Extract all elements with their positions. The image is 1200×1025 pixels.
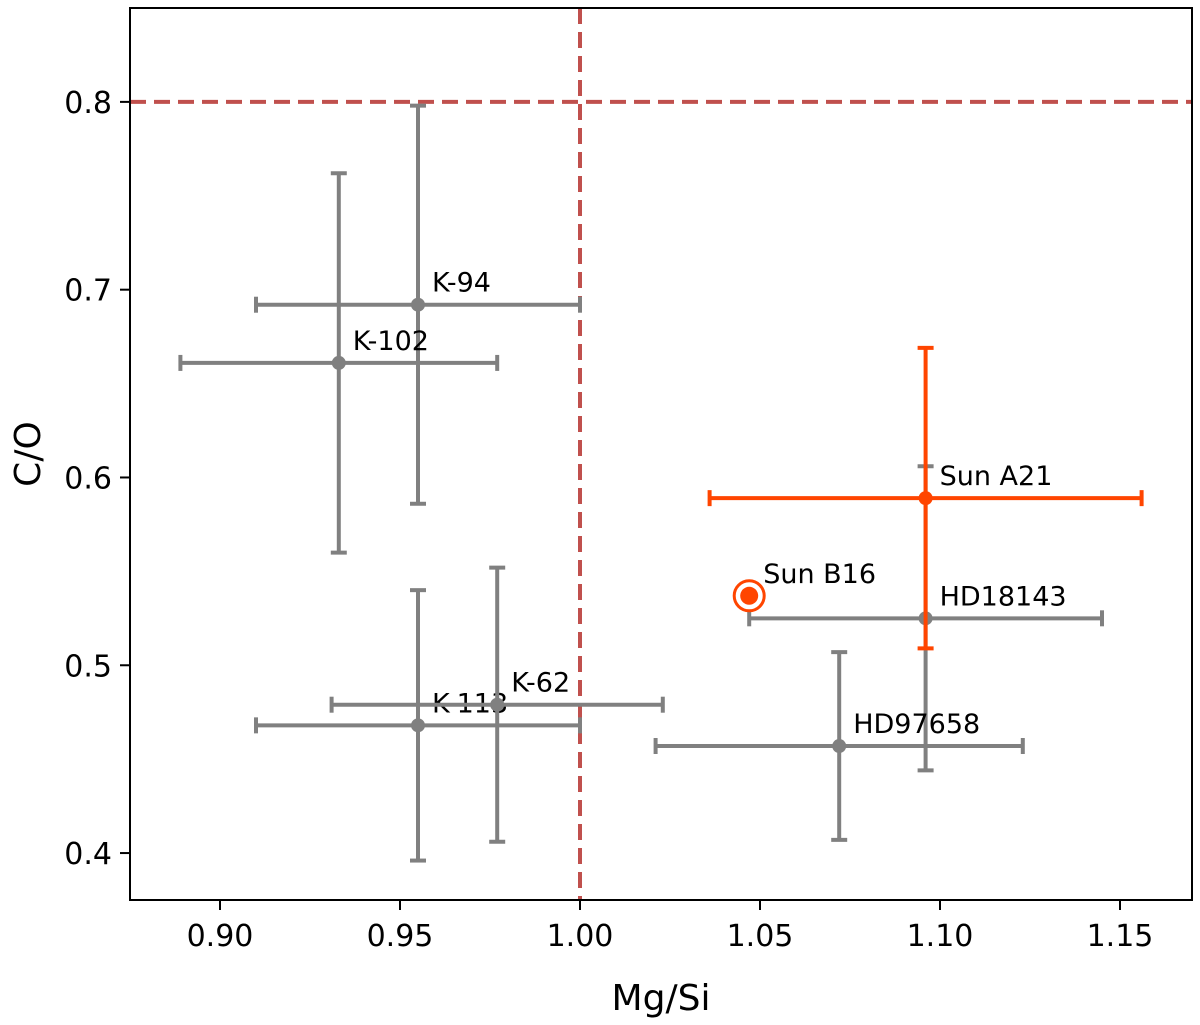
point-label-hd97658: HD97658	[853, 709, 980, 740]
data-point-k-94	[411, 297, 425, 312]
x-tick-label: 1.10	[907, 919, 974, 954]
y-tick-label: 0.5	[64, 649, 112, 684]
y-axis-label: C/O	[8, 421, 49, 487]
y-tick-label: 0.6	[64, 461, 112, 496]
x-tick-label: 1.05	[727, 919, 794, 954]
y-tick-label: 0.7	[64, 274, 112, 309]
sun-symbol-ring	[732, 579, 766, 613]
point-label-k-62: K-62	[511, 668, 570, 699]
y-tick-label: 0.8	[64, 86, 112, 121]
point-label-hd18143: HD18143	[940, 581, 1067, 612]
point-label-k-94: K-94	[432, 268, 491, 299]
point-label-k-102: K-102	[353, 326, 429, 357]
y-tick-label: 0.4	[64, 837, 112, 872]
data-point-hd97658	[832, 739, 847, 754]
x-tick-label: 1.00	[547, 919, 614, 954]
plot-frame	[129, 7, 1193, 901]
data-point-k-102	[331, 355, 346, 370]
data-point-k-113	[411, 718, 425, 733]
sun-symbol-dot	[740, 586, 759, 605]
x-tick-label: 0.95	[367, 919, 434, 954]
point-label-sun-b16: Sun B16	[763, 559, 876, 590]
point-label-sun-a21: Sun A21	[940, 461, 1053, 492]
x-tick-label: 0.90	[187, 919, 254, 954]
data-point-k-62	[490, 697, 505, 712]
x-axis-label: Mg/Si	[612, 978, 711, 1019]
x-tick-label: 1.15	[1087, 919, 1154, 954]
data-point-sun-a21	[918, 491, 933, 506]
